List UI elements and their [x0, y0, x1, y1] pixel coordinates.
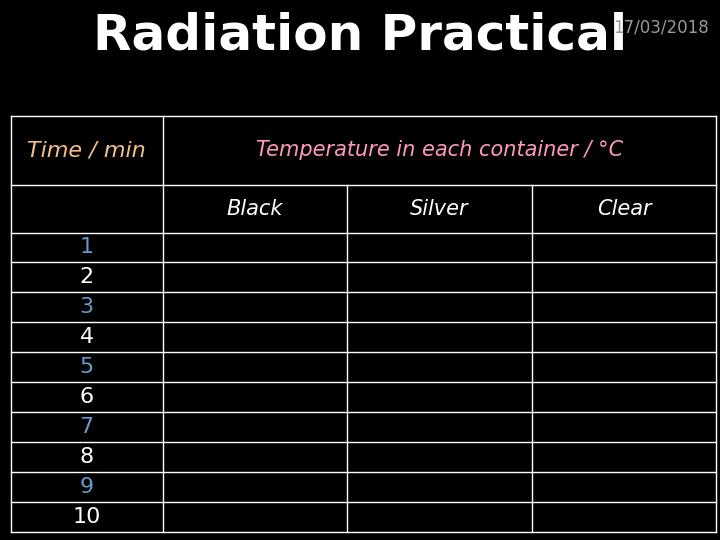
Text: Silver: Silver — [410, 199, 469, 219]
Text: 5: 5 — [79, 357, 94, 377]
Text: 3: 3 — [80, 298, 94, 318]
Text: 6: 6 — [80, 387, 94, 407]
Text: Clear: Clear — [597, 199, 652, 219]
Text: 7: 7 — [80, 417, 94, 437]
Text: 4: 4 — [80, 327, 94, 347]
Text: Radiation Practical: Radiation Practical — [93, 11, 627, 59]
Text: 17/03/2018: 17/03/2018 — [613, 19, 709, 37]
Text: 9: 9 — [80, 477, 94, 497]
Text: 1: 1 — [80, 238, 94, 258]
Text: 8: 8 — [80, 447, 94, 467]
Text: Time / min: Time / min — [27, 140, 146, 160]
Text: 10: 10 — [73, 507, 101, 527]
Text: Black: Black — [227, 199, 283, 219]
Text: 2: 2 — [80, 267, 94, 287]
Text: Temperature in each container / °C: Temperature in each container / °C — [256, 140, 623, 160]
